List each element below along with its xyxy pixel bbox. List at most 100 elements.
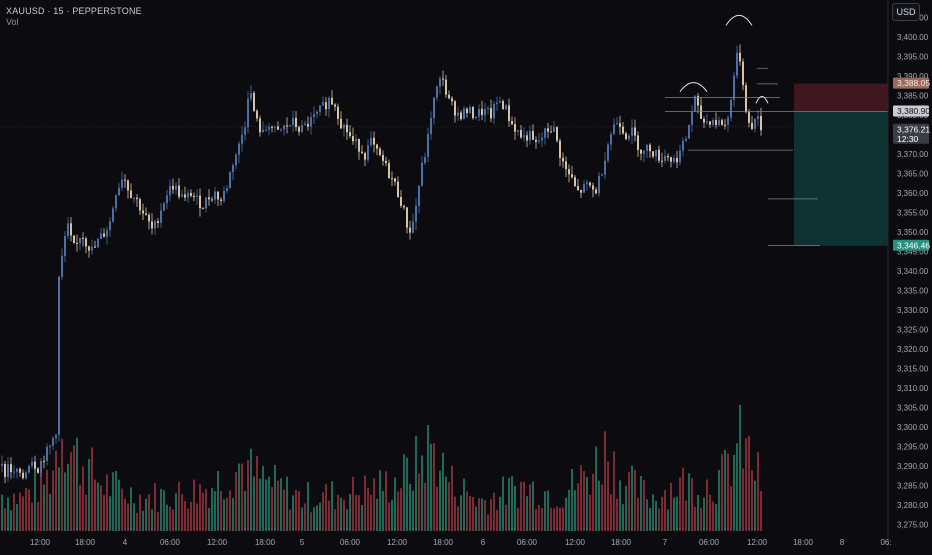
candle-body: [598, 175, 600, 194]
volume-bar: [544, 491, 546, 531]
volume-bar: [106, 474, 108, 531]
volume-bar: [316, 505, 318, 531]
volume-bar: [328, 500, 330, 531]
candle-body: [376, 144, 378, 149]
volume-bar: [124, 498, 126, 531]
volume-bar: [655, 500, 657, 531]
candle-body: [742, 61, 744, 86]
candle-body: [697, 95, 699, 106]
candle-body: [715, 120, 717, 125]
volume-bar: [538, 505, 540, 531]
currency-button[interactable]: USD: [892, 3, 920, 21]
volume-bar: [49, 493, 51, 531]
candle-body: [460, 112, 462, 120]
volume-bar: [22, 496, 24, 531]
volume-bar: [358, 495, 360, 531]
candle-body: [199, 195, 201, 209]
candle-body: [421, 162, 423, 186]
candle-body: [472, 107, 474, 119]
volume-bar: [514, 486, 516, 531]
candle-body: [670, 157, 672, 162]
volume-bar: [658, 508, 660, 531]
volume-bar: [331, 481, 333, 531]
volume-bar: [154, 483, 156, 531]
volume-bar: [505, 504, 507, 531]
candle-body: [292, 117, 294, 126]
candle-body: [535, 139, 537, 142]
candle-body: [685, 138, 687, 141]
volume-bar: [289, 509, 291, 531]
volume-bar: [433, 443, 435, 531]
volume-bar: [661, 496, 663, 531]
candle-body: [43, 460, 45, 462]
x-tick-label: 06:00: [160, 538, 181, 547]
candle-body: [502, 101, 504, 110]
candle-body: [655, 149, 657, 157]
candle-body: [538, 140, 540, 142]
candle-body: [373, 137, 375, 145]
candle-body: [1, 463, 3, 466]
candle-body: [331, 97, 333, 105]
candle-body: [154, 221, 156, 229]
volume-bar: [268, 476, 270, 531]
candle-body: [202, 208, 204, 210]
candle-body: [310, 117, 312, 127]
volume-bar: [340, 497, 342, 531]
candle-body: [409, 227, 411, 233]
volume-bar: [319, 502, 321, 531]
y-tick-label: 3,285.00: [897, 481, 929, 490]
candle-body: [586, 182, 588, 185]
candle-body: [457, 112, 459, 116]
candle-body: [355, 138, 357, 142]
volume-bar: [157, 512, 159, 531]
volume-bar: [73, 445, 75, 531]
volume-bar: [64, 472, 66, 531]
candle-body: [415, 205, 417, 222]
volume-bar: [79, 484, 81, 531]
volume-bar: [226, 497, 228, 531]
volume-bar: [10, 510, 12, 531]
candle-body: [661, 160, 663, 162]
volume-bar: [613, 451, 615, 531]
volume-bar: [493, 492, 495, 531]
volume-bar: [727, 453, 729, 531]
y-tick-label: 3,310.00: [897, 384, 929, 393]
candle-body: [25, 472, 27, 479]
candle-body: [31, 461, 33, 466]
candle-body: [151, 221, 153, 229]
candle-body: [328, 97, 330, 110]
symbol-title[interactable]: XAUUSD · 15 · PEPPERSTONE: [6, 6, 142, 16]
volume-bar: [535, 509, 537, 531]
volume-bar: [193, 479, 195, 531]
candle-body: [175, 185, 177, 190]
volume-bar: [223, 499, 225, 531]
candle-body: [244, 127, 246, 135]
candle-body: [625, 133, 627, 140]
candle-body: [481, 108, 483, 116]
volume-bar: [730, 486, 732, 531]
candle-body: [577, 186, 579, 191]
time-axis[interactable]: 12:00 18:00 4 06:00 12:00 18:00 5 06:00 12:00 18:…: [30, 538, 892, 547]
volume-bar: [742, 468, 744, 531]
volume-bar: [19, 492, 21, 531]
candle-body: [571, 174, 573, 178]
volume-bar: [301, 507, 303, 531]
volume-indicator-label[interactable]: Vol: [6, 17, 19, 27]
volume-bar: [553, 508, 555, 531]
candle-body: [658, 149, 660, 161]
candle-body: [247, 98, 249, 128]
candle-body: [553, 127, 555, 132]
x-tick-label: 12:00: [387, 538, 408, 547]
candle-body: [622, 126, 624, 134]
volume-bar: [259, 478, 261, 531]
candle-body: [34, 461, 36, 469]
volume-bar: [256, 455, 258, 531]
candle-body: [694, 95, 696, 112]
volume-bar: [187, 508, 189, 531]
candle-body: [214, 191, 216, 200]
candle-body: [487, 108, 489, 110]
candle-body: [379, 148, 381, 156]
candle-body: [232, 165, 234, 173]
candle-body: [520, 129, 522, 138]
